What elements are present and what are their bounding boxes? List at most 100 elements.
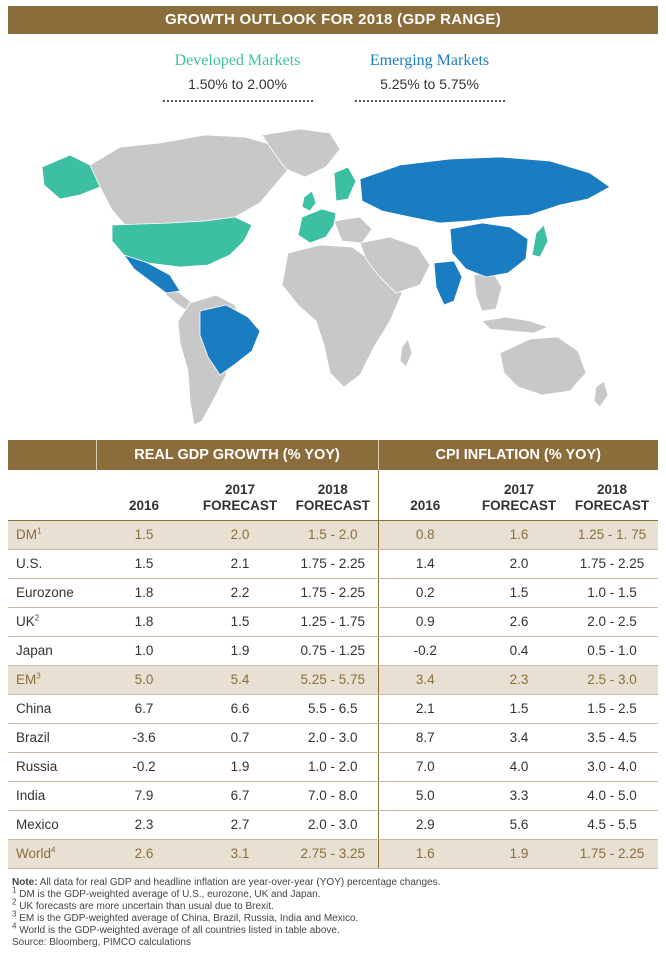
cpi-2016: 5.0 (377, 781, 472, 811)
country-name: Japan (8, 636, 96, 666)
gdp-2018: 1.5 - 2.0 (288, 520, 378, 550)
gdp-2016: 1.0 (96, 636, 192, 666)
world-map (41, 128, 611, 426)
cpi-2018: 3.0 - 4.0 (566, 752, 658, 782)
cpi-2017: 2.0 (472, 549, 566, 579)
cpi-2017: 1.6 (472, 520, 566, 550)
cpi-2018: 1.0 - 1.5 (566, 578, 658, 608)
gdp-2016: 5.0 (96, 665, 192, 695)
map-scandinavia (333, 166, 357, 202)
legend-divider (354, 100, 505, 102)
cpi-2016: 3.4 (377, 665, 472, 695)
gdp-2018: 1.75 - 2.25 (288, 578, 378, 608)
cpi-2016: -0.2 (377, 636, 472, 666)
table-row: China 6.7 6.6 5.5 - 6.5 2.1 1.5 1.5 - 2.5 (8, 694, 658, 724)
legend-developed-range: 1.50% to 2.00% (188, 76, 287, 92)
map-developed-markets (41, 154, 549, 268)
note-item: 4 World is the GDP-weighted average of a… (12, 921, 340, 936)
cpi-2017: 2.3 (472, 665, 566, 695)
cpi-2017: 1.5 (472, 694, 566, 724)
country-name: UK2 (8, 607, 96, 637)
cpi-2018: 4.0 - 5.0 (566, 781, 658, 811)
map-madagascar (399, 338, 413, 368)
gdp-2017: 2.7 (192, 810, 288, 840)
gdp-2017: 3.1 (192, 839, 288, 869)
cpi-2017: 3.3 (472, 781, 566, 811)
map-brazil (199, 304, 261, 376)
table-body: DM1 1.5 2.0 1.5 - 2.0 0.8 1.6 1.25 - 1. 75 U.S.… (8, 520, 658, 869)
gdp-2018: 2.75 - 3.25 (288, 839, 378, 869)
cpi-2016: 0.2 (377, 578, 472, 608)
note-item: 1 DM is the GDP-weighted average of U.S.… (12, 885, 321, 900)
country-name: India (8, 781, 96, 811)
table-row: U.S. 1.5 2.1 1.75 - 2.25 1.4 2.0 1.75 - 2.25 (8, 549, 658, 579)
map-emerging-markets (122, 156, 611, 376)
table-row: UK2 1.8 1.5 1.25 - 1.75 0.9 2.6 2.0 - 2.5 (8, 607, 658, 637)
cpi-2017: 0.4 (472, 636, 566, 666)
col-header-country (8, 470, 96, 521)
cpi-2018: 4.5 - 5.5 (566, 810, 658, 840)
gdp-2017: 1.9 (192, 636, 288, 666)
country-name: Mexico (8, 810, 96, 840)
table-row: DM1 1.5 2.0 1.5 - 2.0 0.8 1.6 1.25 - 1. 75 (8, 520, 658, 550)
gdp-2016: 1.5 (96, 549, 192, 579)
table-row: Mexico 2.3 2.7 2.0 - 3.0 2.9 5.6 4.5 - 5.5 (8, 810, 658, 840)
map-alaska (41, 154, 101, 200)
country-name: Russia (8, 752, 96, 782)
map-uk (301, 190, 317, 212)
footnote-marker: 3 (36, 671, 41, 681)
gdp-2018: 1.75 - 2.25 (288, 549, 378, 579)
map-middle-east (359, 236, 431, 294)
map-india (433, 260, 463, 306)
cpi-2018: 1.25 - 1. 75 (566, 520, 658, 550)
legend-emerging: Emerging Markets 5.25% to 5.75% (352, 52, 507, 102)
outlook-banner: GROWTH OUTLOOK FOR 2018 (GDP RANGE) (8, 6, 658, 34)
footnote-marker: 4 (51, 845, 56, 855)
country-name: World4 (8, 839, 96, 869)
legend-developed: Developed Markets 1.50% to 2.00% (160, 52, 315, 102)
gdp-2016: -0.2 (96, 752, 192, 782)
cpi-2017: 3.4 (472, 723, 566, 753)
table-row: Eurozone 1.8 2.2 1.75 - 2.25 0.2 1.5 1.0 - 1.5 (8, 578, 658, 608)
cpi-2016: 2.1 (377, 694, 472, 724)
map-eastern-europe (333, 216, 373, 244)
gdp-2018: 1.25 - 1.75 (288, 607, 378, 637)
footnote-marker: 1 (37, 526, 42, 536)
cpi-2017: 2.6 (472, 607, 566, 637)
note-item: 3 EM is the GDP-weighted average of Chin… (12, 909, 359, 924)
col-header-gdp-2018: 2018 FORECAST (288, 470, 378, 521)
map-canada (89, 134, 293, 226)
cpi-2017: 5.6 (472, 810, 566, 840)
header-cpi-inflation: CPI INFLATION (% YOY) (377, 440, 658, 470)
col-header-cpi-2017: 2017 FORECAST (472, 470, 566, 521)
gdp-2017: 0.7 (192, 723, 288, 753)
col-header-gdp-2016: 2016 (96, 470, 192, 521)
gdp-2018: 2.0 - 3.0 (288, 723, 378, 753)
gdp-2017: 6.7 (192, 781, 288, 811)
cpi-2016: 8.7 (377, 723, 472, 753)
table-row: Brazil -3.6 0.7 2.0 - 3.0 8.7 3.4 3.5 - 4.5 (8, 723, 658, 753)
table-row: Japan 1.0 1.9 0.75 - 1.25 -0.2 0.4 0.5 - 1.0 (8, 636, 658, 666)
cpi-2017: 1.5 (472, 578, 566, 608)
gdp-2016: -3.6 (96, 723, 192, 753)
cpi-2016: 1.4 (377, 549, 472, 579)
gdp-2016: 1.8 (96, 578, 192, 608)
country-name: Brazil (8, 723, 96, 753)
table-row: World4 2.6 3.1 2.75 - 3.25 1.6 1.9 1.75 - 2.25 (8, 839, 658, 869)
cpi-2018: 1.5 - 2.5 (566, 694, 658, 724)
map-mexico (122, 254, 181, 294)
table-row: EM3 5.0 5.4 5.25 - 5.75 3.4 2.3 2.5 - 3.0 (8, 665, 658, 695)
cpi-2016: 0.9 (377, 607, 472, 637)
gdp-2017: 2.1 (192, 549, 288, 579)
cpi-2017: 1.9 (472, 839, 566, 869)
gdp-2016: 1.5 (96, 520, 192, 550)
gdp-2017: 1.5 (192, 607, 288, 637)
gdp-2017: 6.6 (192, 694, 288, 724)
map-western-europe (297, 208, 337, 244)
legend-divider (162, 100, 313, 102)
country-name: U.S. (8, 549, 96, 579)
table-row: India 7.9 6.7 7.0 - 8.0 5.0 3.3 4.0 - 5.0 (8, 781, 658, 811)
map-indonesia (481, 316, 550, 334)
legend-emerging-range: 5.25% to 5.75% (380, 76, 479, 92)
map-australia (499, 336, 587, 396)
